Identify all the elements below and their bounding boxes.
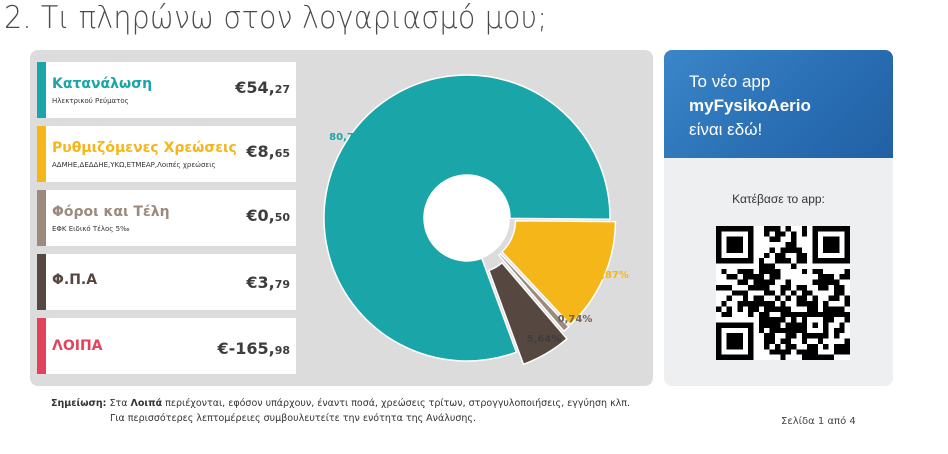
charge-label: Φόροι και Τέλη (52, 204, 170, 220)
amount-decimals: 65 (274, 147, 290, 160)
amount-decimals: 79 (274, 278, 290, 291)
page-title: 2. Τι πληρώνω στον λογαριασμό μου; (4, 0, 548, 36)
footnote-label: Σημείωση: (51, 398, 107, 409)
app-promo-card[interactable]: Το νέο app myFysikoAerio είναι εδώ! Κατέ… (664, 50, 893, 386)
charge-label: ΛΟΙΠΑ (52, 338, 103, 354)
app-promo-line1: Το νέο app (689, 72, 771, 91)
charge-amount: €0,50 (246, 206, 290, 225)
charge-sublabel: ΑΔΜΗΕ,ΔΕΔΔΗΕ,ΥΚΩ,ΕΤΜΕΑΡ,Λοιπές χρεώσεις (52, 161, 216, 169)
charge-amount: €-165,98 (217, 339, 290, 358)
charge-label: Φ.Π.Α (52, 272, 98, 288)
footnote-text-b: περιέχονται, εφόσον υπάρχουν, έναντι ποσ… (162, 398, 631, 409)
charge-row-taxes: Φόροι και Τέλη ΕΦΚ Ειδικό Τέλος 5‰ €0,50 (37, 190, 296, 246)
amount-main: €3, (246, 273, 275, 292)
amount-main: €8, (246, 142, 275, 161)
amount-main: €-165, (217, 339, 275, 358)
charge-amount: €3,79 (246, 273, 290, 292)
charge-label: Κατανάλωση (52, 76, 153, 92)
app-promo-line3: είναι εδώ! (689, 120, 763, 139)
amount-main: €0, (246, 206, 275, 225)
charge-row-consumption: Κατανάλωση Ηλεκτρικού Ρεύματος €54,27 (37, 62, 296, 118)
charge-sublabel: ΕΦΚ Ειδικό Τέλος 5‰ (52, 225, 130, 233)
charge-sublabel: Ηλεκτρικού Ρεύματος (52, 97, 129, 105)
charge-row-other: ΛΟΙΠΑ €-165,98 (37, 318, 296, 374)
footnote-line2: Για περισσότερες λεπτομέρειες συμβουλευτ… (110, 413, 477, 424)
footnote-bold: Λοιπά (130, 398, 163, 409)
app-promo-header: Το νέο app myFysikoAerio είναι εδώ! (664, 50, 893, 158)
amount-decimals: 98 (274, 344, 290, 357)
charge-row-regulated: Ρυθμιζόμενες Χρεώσεις ΑΔΜΗΕ,ΔΕΔΔΗΕ,ΥΚΩ,Ε… (37, 126, 296, 182)
charge-label: Ρυθμιζόμενες Χρεώσεις (52, 140, 237, 156)
charge-amount: €8,65 (246, 142, 290, 161)
amount-main: €54, (235, 78, 275, 97)
amount-decimals: 50 (274, 211, 290, 224)
download-label: Κατέβασε το app: (732, 192, 825, 206)
page-number: Σελίδα 1 από 4 (781, 416, 856, 427)
charge-amount: €54,27 (235, 78, 290, 97)
amount-decimals: 27 (274, 83, 290, 96)
footnote-text-a: Στα (106, 398, 131, 409)
charge-row-vat: Φ.Π.Α €3,79 (37, 254, 296, 310)
qr-code[interactable] (716, 226, 850, 360)
app-promo-app-name: myFysikoAerio (689, 96, 811, 115)
footnote: Σημείωση: Στα Λοιπά περιέχονται, εφόσον … (51, 398, 630, 409)
